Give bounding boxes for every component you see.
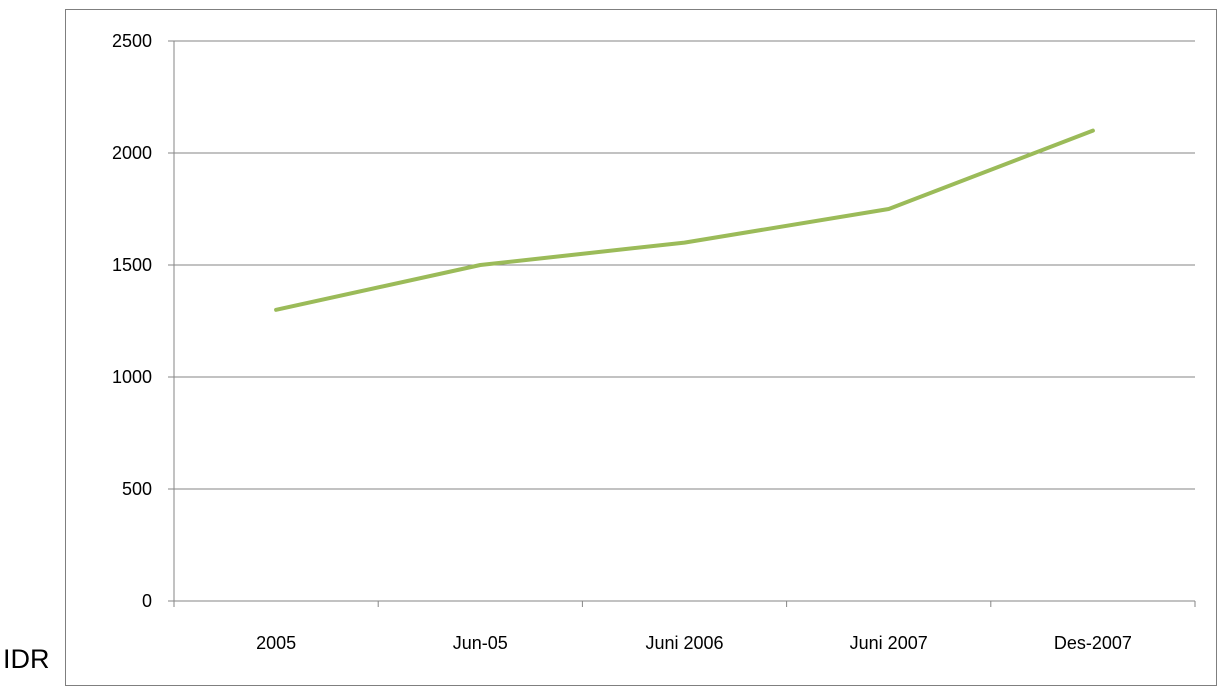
- y-tick-label: 2000: [112, 143, 152, 163]
- y-tick-label: 2500: [112, 31, 152, 51]
- x-tick-label: Juni 2007: [850, 633, 928, 653]
- gridlines: [174, 41, 1195, 489]
- x-tick-label: Juni 2006: [645, 633, 723, 653]
- y-tick-label: 0: [142, 591, 152, 611]
- unit-label: IDR: [3, 646, 50, 673]
- x-tick-label: Des-2007: [1054, 633, 1132, 653]
- y-tick-labels: 0 500 1000 1500 2000 2500: [112, 31, 152, 611]
- y-tick-label: 500: [122, 479, 152, 499]
- series-layer: [276, 131, 1093, 310]
- y-tick-label: 1000: [112, 367, 152, 387]
- axes: [168, 41, 1195, 607]
- x-tick-label: 2005: [256, 633, 296, 653]
- series-line: [276, 131, 1093, 310]
- y-tick-label: 1500: [112, 255, 152, 275]
- x-tick-label: Jun-05: [453, 633, 508, 653]
- x-tick-labels: 2005 Jun-05 Juni 2006 Juni 2007 Des-2007: [256, 633, 1132, 653]
